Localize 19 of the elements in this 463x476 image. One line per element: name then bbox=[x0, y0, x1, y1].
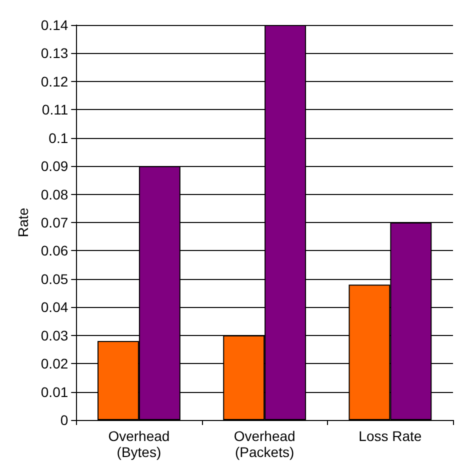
y-tick-label: 0.04 bbox=[40, 299, 68, 316]
y-tick-label: 0.01 bbox=[40, 384, 68, 400]
y-tick-label: 0.05 bbox=[40, 270, 68, 287]
x-tick-label: Overhead (Packets) bbox=[234, 428, 296, 460]
y-tick-label: 0.14 bbox=[40, 17, 68, 33]
y-tick-label: 0.07 bbox=[40, 214, 68, 230]
y-tick-label: 0.11 bbox=[42, 102, 68, 118]
x-tick-label: Loss Rate bbox=[358, 428, 422, 444]
y-tick-label: 0 bbox=[60, 412, 68, 428]
y-axis-title: Rate bbox=[15, 208, 31, 238]
y-tick-label: 0.09 bbox=[40, 158, 68, 174]
y-tick-label: 0.02 bbox=[40, 356, 68, 372]
y-tick-label: 0.03 bbox=[40, 327, 68, 344]
x-tick-label: Overhead (Bytes) bbox=[108, 428, 170, 460]
y-tick-label: 0.08 bbox=[40, 186, 68, 202]
y-tick-label: 0.12 bbox=[40, 73, 68, 90]
y-tick-label: 0.13 bbox=[40, 45, 68, 62]
y-tick-label: 0.1 bbox=[48, 130, 68, 146]
y-tick-label: 0.06 bbox=[40, 242, 68, 259]
